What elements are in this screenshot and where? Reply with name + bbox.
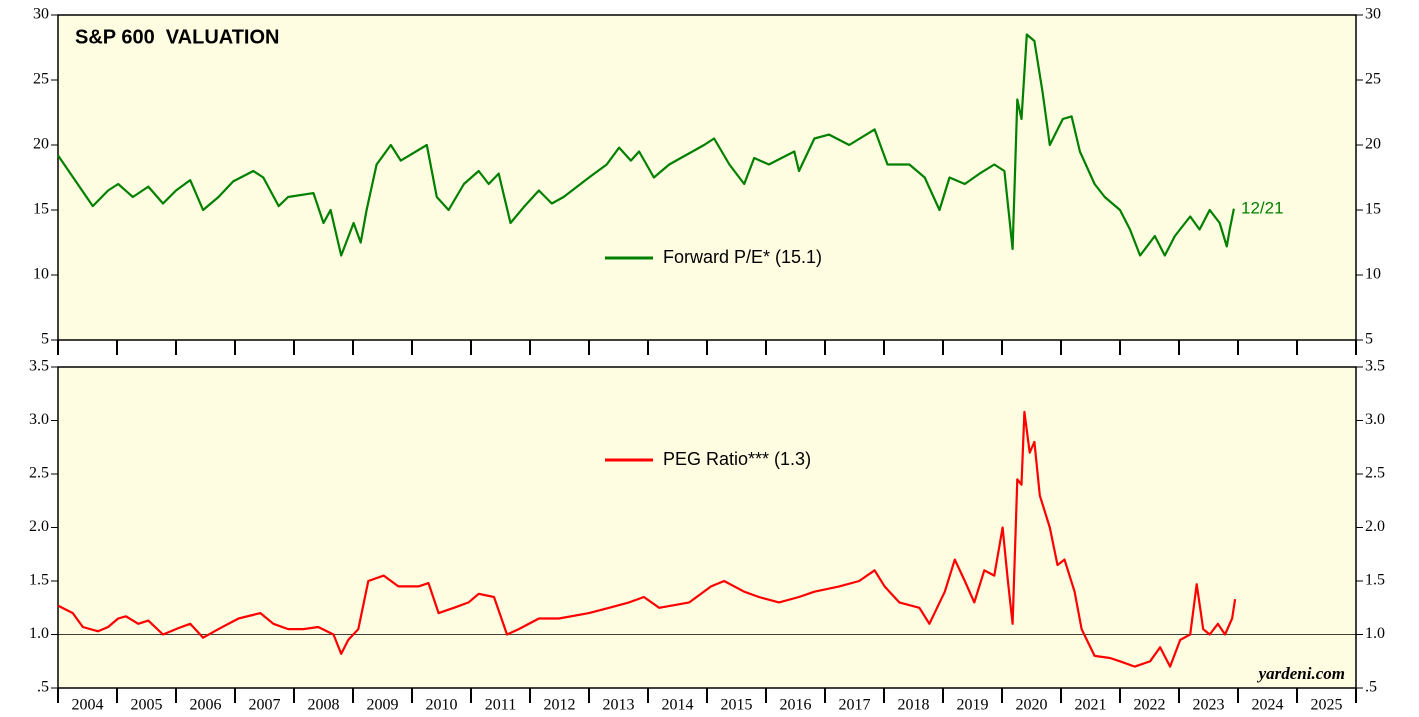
- x-tick-label: 2022: [1134, 697, 1166, 714]
- legend-label: PEG Ratio*** (1.3): [663, 449, 811, 469]
- y2-tick-label: 2.0: [1365, 518, 1385, 535]
- x-tick-label: 2011: [485, 697, 516, 714]
- y-tick-label: 2.0: [29, 518, 49, 535]
- end-date-label: 12/21: [1241, 198, 1284, 217]
- y2-tick-label: 5: [1365, 331, 1373, 348]
- data-line: [57, 33, 1235, 257]
- x-tick-label: 2008: [308, 697, 340, 714]
- x-tick-label: 2007: [249, 697, 281, 714]
- source-label: yardeni.com: [1257, 664, 1345, 683]
- x-tick-label: 2005: [131, 697, 163, 714]
- y-tick-label: 1.0: [29, 625, 49, 642]
- x-tick-label: 2025: [1311, 697, 1343, 714]
- y-tick-label: 10: [33, 266, 49, 283]
- x-tick-label: 2017: [839, 697, 871, 714]
- x-tick-label: 2014: [662, 697, 694, 714]
- x-tick-label: 2012: [544, 697, 576, 714]
- y2-tick-label: .5: [1365, 679, 1377, 696]
- y-tick-label: 5: [41, 331, 49, 348]
- y2-tick-label: 1.5: [1365, 572, 1385, 589]
- legend-label: Forward P/E* (15.1): [663, 247, 822, 267]
- y-tick-label: 3.0: [29, 411, 49, 428]
- y2-tick-label: 20: [1365, 136, 1381, 153]
- y-tick-label: 1.5: [29, 572, 49, 589]
- x-tick-label: 2010: [426, 697, 458, 714]
- y2-tick-label: 30: [1365, 6, 1381, 23]
- y2-tick-label: 3.0: [1365, 411, 1385, 428]
- x-tick-label: 2009: [367, 697, 399, 714]
- y-tick-label: 30: [33, 6, 49, 23]
- y2-tick-label: 1.0: [1365, 625, 1385, 642]
- x-tick-label: 2024: [1252, 697, 1284, 714]
- x-tick-label: 2015: [721, 697, 753, 714]
- plot-area: [57, 14, 1357, 341]
- y2-tick-label: 2.5: [1365, 465, 1385, 482]
- x-tick-label: 2020: [1016, 697, 1048, 714]
- y-tick-label: .5: [37, 679, 49, 696]
- y2-tick-label: 3.5: [1365, 358, 1385, 375]
- y2-tick-label: 25: [1365, 71, 1381, 88]
- x-tick-label: 2018: [898, 697, 930, 714]
- x-tick-label: 2019: [957, 697, 989, 714]
- x-tick-label: 2013: [603, 697, 635, 714]
- x-tick-label: 2023: [1193, 697, 1225, 714]
- plot-area: [57, 366, 1357, 689]
- x-tick-label: 2004: [72, 697, 104, 714]
- y-tick-label: 15: [33, 201, 49, 218]
- x-tick-label: 2006: [190, 697, 222, 714]
- y2-tick-label: 10: [1365, 266, 1381, 283]
- y-tick-label: 25: [33, 71, 49, 88]
- x-tick-label: 2021: [1075, 697, 1107, 714]
- chart-title: S&P 600 VALUATION: [75, 26, 280, 48]
- data-line: [57, 410, 1237, 668]
- y-tick-label: 20: [33, 136, 49, 153]
- y2-tick-label: 15: [1365, 201, 1381, 218]
- y-tick-label: 2.5: [29, 465, 49, 482]
- y-tick-label: 3.5: [29, 358, 49, 375]
- x-tick-label: 2016: [780, 697, 812, 714]
